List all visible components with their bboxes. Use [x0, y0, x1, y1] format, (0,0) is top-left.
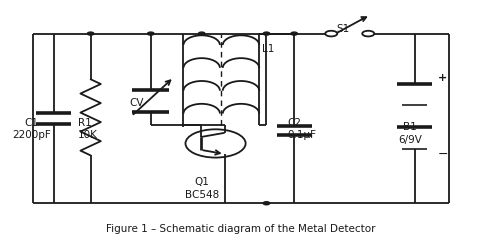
Text: R1
10K: R1 10K: [78, 118, 98, 141]
Text: CV: CV: [129, 98, 144, 108]
Circle shape: [87, 32, 94, 35]
Circle shape: [199, 32, 205, 35]
Text: L1: L1: [262, 44, 274, 54]
Text: +: +: [438, 73, 447, 83]
Circle shape: [362, 31, 374, 36]
Text: Q1
BC548: Q1 BC548: [185, 177, 219, 200]
Text: −: −: [438, 148, 448, 161]
Text: Figure 1 – Schematic diagram of the Metal Detector: Figure 1 – Schematic diagram of the Meta…: [106, 224, 376, 234]
Text: C2
0.1μF: C2 0.1μF: [287, 118, 316, 141]
Text: S1: S1: [336, 24, 349, 34]
Circle shape: [147, 32, 154, 35]
Circle shape: [263, 202, 270, 205]
Text: C1
2200pF: C1 2200pF: [13, 118, 51, 141]
Circle shape: [263, 32, 270, 35]
Text: B1
6/9V: B1 6/9V: [398, 122, 422, 145]
Circle shape: [291, 32, 297, 35]
Circle shape: [325, 31, 337, 36]
